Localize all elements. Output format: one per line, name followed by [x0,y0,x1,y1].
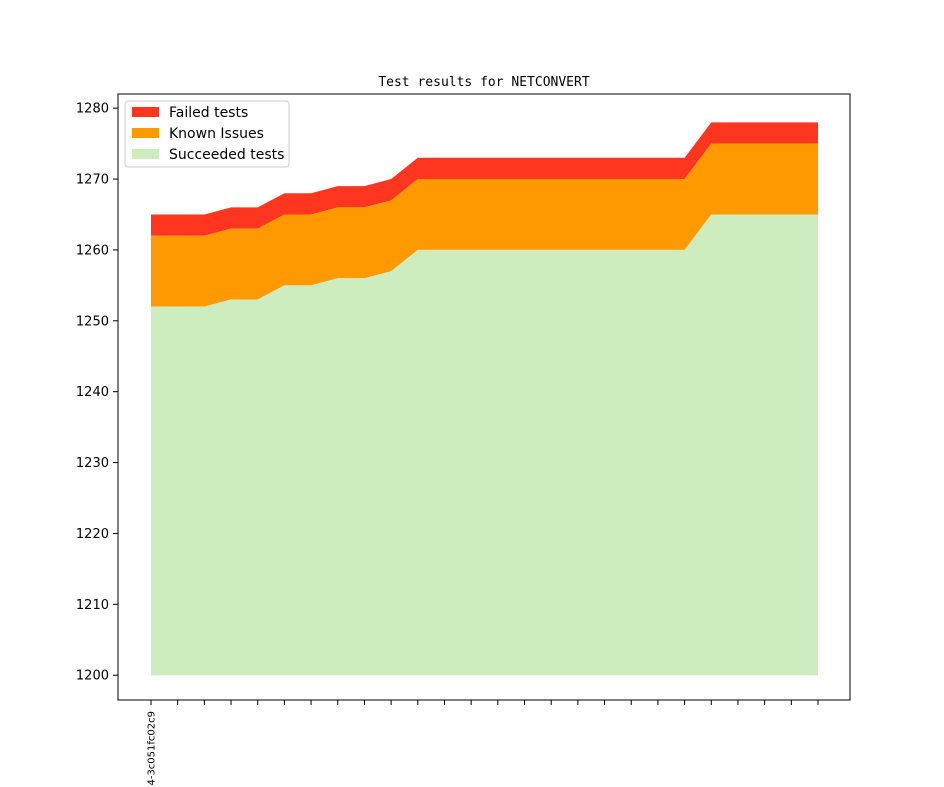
x-tick-label: 4-3c051fc02c9 [147,711,158,786]
y-tick-label: 1200 [76,669,109,684]
y-tick-label: 1210 [76,598,109,613]
legend-label: Failed tests [169,105,248,121]
plot-frame [117,93,851,701]
areas-group [151,122,818,676]
x-axis: 4-3c051fc02c9 [147,700,819,786]
y-tick-label: 1250 [76,314,109,329]
y-tick-label: 1240 [76,385,109,400]
legend-label: Succeeded tests [169,147,284,163]
legend-swatch [132,107,159,117]
legend-swatch [132,128,159,138]
chart-title: Test results for NETCONVERT [378,75,589,90]
legend-swatch [132,149,159,159]
y-tick-label: 1260 [76,243,109,258]
y-tick-label: 1230 [76,456,109,471]
area-succeeded-tests [151,214,818,676]
area-known-issues [151,143,818,307]
legend-box [124,100,290,168]
y-tick-label: 1280 [76,102,109,117]
y-tick-label: 1270 [76,173,109,188]
y-tick-label: 1220 [76,527,109,542]
legend-label: Known Issues [169,126,264,142]
y-axis: 1200 1210 1220 1230 1240 1250 1260 1270 1280 [76,102,118,684]
legend: Failed tests Known Issues Succeeded tests [124,100,290,168]
